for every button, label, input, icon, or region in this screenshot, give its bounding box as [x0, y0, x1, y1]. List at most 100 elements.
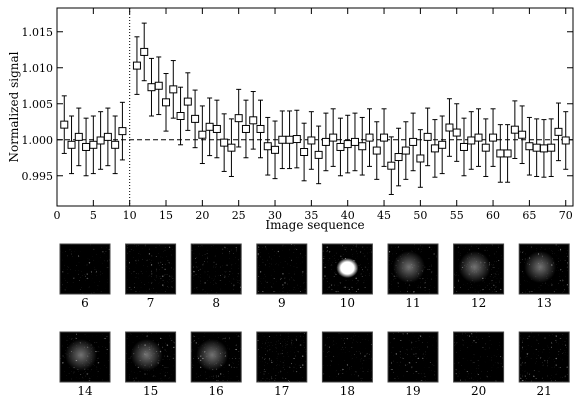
x-tick-label: 0 — [54, 209, 61, 222]
thumbnail-noise — [519, 332, 570, 382]
marker — [67, 140, 76, 149]
thumbnail-label: 14 — [77, 384, 93, 398]
y-tick-label: 1.000 — [22, 134, 54, 147]
thumbnail-label: 13 — [537, 296, 552, 310]
thumbnail-label: 18 — [340, 384, 355, 398]
marker — [343, 140, 352, 149]
marker — [205, 122, 214, 131]
thumbnail-border — [256, 243, 308, 295]
marker — [547, 143, 556, 152]
marker — [416, 154, 425, 163]
marker — [387, 161, 396, 170]
x-tick-label: 50 — [413, 209, 427, 222]
y-tick-label: 0.995 — [22, 170, 54, 183]
marker — [292, 135, 301, 144]
marker — [300, 148, 309, 156]
marker — [438, 140, 447, 149]
source-blob — [336, 258, 359, 278]
marker — [162, 98, 171, 107]
marker — [132, 61, 141, 70]
thumbnail-border — [518, 243, 570, 295]
marker — [118, 127, 127, 136]
thumbnail-noise — [256, 244, 307, 294]
marker — [191, 114, 200, 123]
thumbnail-label: 17 — [274, 384, 289, 398]
marker — [96, 136, 105, 145]
x-tick-label: 40 — [341, 209, 355, 222]
thumbnail-label: 21 — [537, 384, 552, 398]
thumbnail-label: 7 — [147, 296, 155, 310]
plot-frame — [56, 7, 574, 207]
marker — [336, 142, 345, 151]
thumbnail-border — [125, 243, 177, 295]
thumbnail-label: 19 — [405, 384, 420, 398]
thumbnail-border — [387, 331, 439, 383]
marker — [82, 142, 91, 151]
marker — [147, 83, 156, 92]
marker — [423, 132, 432, 141]
marker — [401, 146, 410, 155]
marker — [532, 143, 541, 152]
marker — [220, 138, 229, 147]
thumbnail-noise — [388, 332, 438, 382]
x-tick-label: 25 — [232, 209, 246, 222]
marker — [539, 144, 548, 153]
source-glow — [196, 339, 229, 371]
y-tick-label: 1.015 — [22, 26, 54, 39]
marker — [241, 124, 250, 133]
marker — [307, 136, 316, 145]
thumbnail-label: 16 — [209, 384, 224, 398]
thumbnail-border — [59, 243, 111, 295]
marker — [496, 149, 505, 158]
marker — [234, 114, 243, 123]
thumbnail-border — [256, 331, 308, 383]
marker — [271, 145, 280, 154]
marker — [525, 142, 534, 151]
marker — [140, 47, 149, 56]
marker — [103, 132, 112, 141]
thumbnail-noise — [256, 332, 307, 382]
thumbnail-label: 10 — [340, 296, 355, 310]
thumbnail-label: 12 — [471, 296, 486, 310]
marker — [169, 85, 178, 94]
marker — [380, 133, 389, 142]
x-tick-label: 60 — [486, 209, 500, 222]
x-tick-label: 35 — [304, 209, 318, 222]
thumbnail-border — [125, 331, 177, 383]
marker — [278, 135, 287, 144]
thumbnail-border — [190, 331, 242, 383]
x-tick-label: 10 — [123, 209, 137, 222]
marker — [430, 144, 439, 153]
thumbnail-border — [59, 331, 111, 383]
thumbnail-label: 15 — [143, 384, 158, 398]
marker — [372, 146, 381, 155]
y-tick-label: 1.005 — [22, 98, 54, 111]
marker — [212, 124, 221, 133]
thumbnail-border — [387, 243, 439, 295]
marker — [60, 120, 69, 129]
source-glow — [524, 251, 557, 283]
marker — [445, 123, 454, 132]
thumbnail-noise — [453, 332, 504, 382]
marker — [321, 137, 330, 146]
x-tick-label: 20 — [195, 209, 209, 222]
thumbnail-noise — [322, 332, 373, 382]
marker — [503, 149, 512, 158]
marker — [481, 143, 490, 152]
thumbnail-label: 11 — [405, 296, 420, 310]
x-tick-label: 15 — [159, 209, 173, 222]
marker — [459, 142, 468, 151]
marker — [198, 130, 207, 139]
marker — [183, 97, 192, 106]
source-glow — [393, 251, 425, 283]
marker — [510, 125, 519, 134]
thumbnail-border — [518, 331, 570, 383]
source-glow — [65, 339, 97, 371]
source-glow — [458, 251, 491, 283]
marker — [329, 133, 338, 142]
marker — [518, 130, 527, 139]
x-tick-label: 30 — [268, 209, 282, 222]
thumbnail-noise — [60, 244, 110, 294]
thumbnail-label: 9 — [278, 296, 286, 310]
